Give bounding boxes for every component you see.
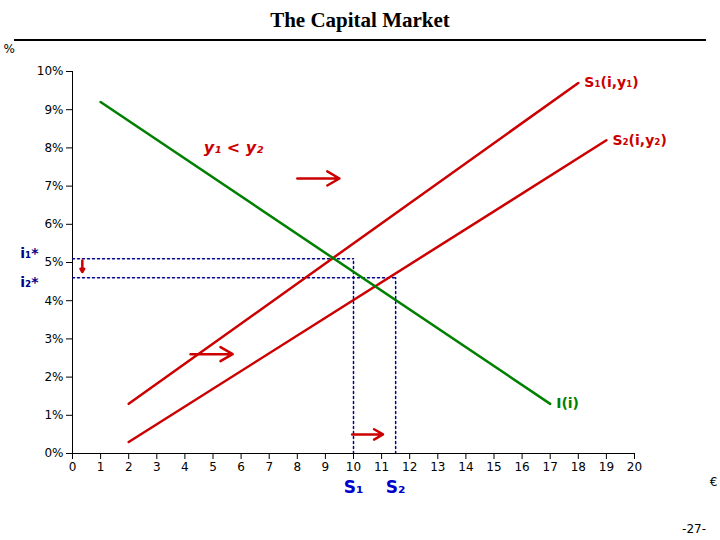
- svg-text:5%: 5%: [44, 255, 63, 269]
- svg-text:0: 0: [69, 460, 77, 474]
- svg-text:4%: 4%: [44, 294, 63, 308]
- svg-text:i₁*: i₁*: [20, 245, 39, 261]
- svg-text:2: 2: [125, 460, 133, 474]
- svg-text:5: 5: [209, 460, 217, 474]
- svg-text:S₂(i,y₂): S₂(i,y₂): [612, 132, 666, 148]
- svg-text:13: 13: [430, 460, 445, 474]
- svg-text:6: 6: [237, 460, 245, 474]
- svg-text:8: 8: [293, 460, 301, 474]
- svg-text:17: 17: [543, 460, 558, 474]
- svg-text:€: €: [710, 475, 718, 489]
- svg-text:1%: 1%: [44, 408, 63, 422]
- svg-text:y₁ < y₂: y₁ < y₂: [204, 138, 263, 157]
- svg-text:10%: 10%: [37, 64, 64, 78]
- svg-text:4: 4: [181, 460, 189, 474]
- svg-text:%: %: [4, 42, 15, 56]
- svg-text:S₁(i,y₁): S₁(i,y₁): [584, 74, 638, 90]
- svg-text:S₂: S₂: [386, 477, 406, 497]
- svg-text:2%: 2%: [44, 370, 63, 384]
- svg-text:7%: 7%: [44, 179, 63, 193]
- svg-text:I(i): I(i): [556, 395, 579, 411]
- svg-text:12: 12: [402, 460, 417, 474]
- svg-text:3: 3: [153, 460, 161, 474]
- svg-text:10: 10: [346, 460, 361, 474]
- svg-text:7: 7: [265, 460, 273, 474]
- svg-text:11: 11: [374, 460, 389, 474]
- svg-text:19: 19: [599, 460, 614, 474]
- svg-text:3%: 3%: [44, 332, 63, 346]
- svg-text:0%: 0%: [44, 446, 63, 460]
- svg-text:S₁: S₁: [344, 477, 364, 497]
- svg-text:9%: 9%: [44, 103, 63, 117]
- svg-text:1: 1: [97, 460, 105, 474]
- html-text:-27-: -27-: [682, 522, 706, 536]
- svg-text:14: 14: [458, 460, 473, 474]
- svg-text:15: 15: [486, 460, 501, 474]
- svg-text:16: 16: [514, 460, 529, 474]
- svg-text:8%: 8%: [44, 141, 63, 155]
- svg-text:i₂*: i₂*: [20, 274, 39, 290]
- svg-text:6%: 6%: [44, 217, 63, 231]
- html-text:The Capital Market: The Capital Market: [270, 8, 450, 32]
- svg-text:9: 9: [322, 460, 330, 474]
- svg-text:20: 20: [627, 460, 642, 474]
- svg-text:18: 18: [571, 460, 586, 474]
